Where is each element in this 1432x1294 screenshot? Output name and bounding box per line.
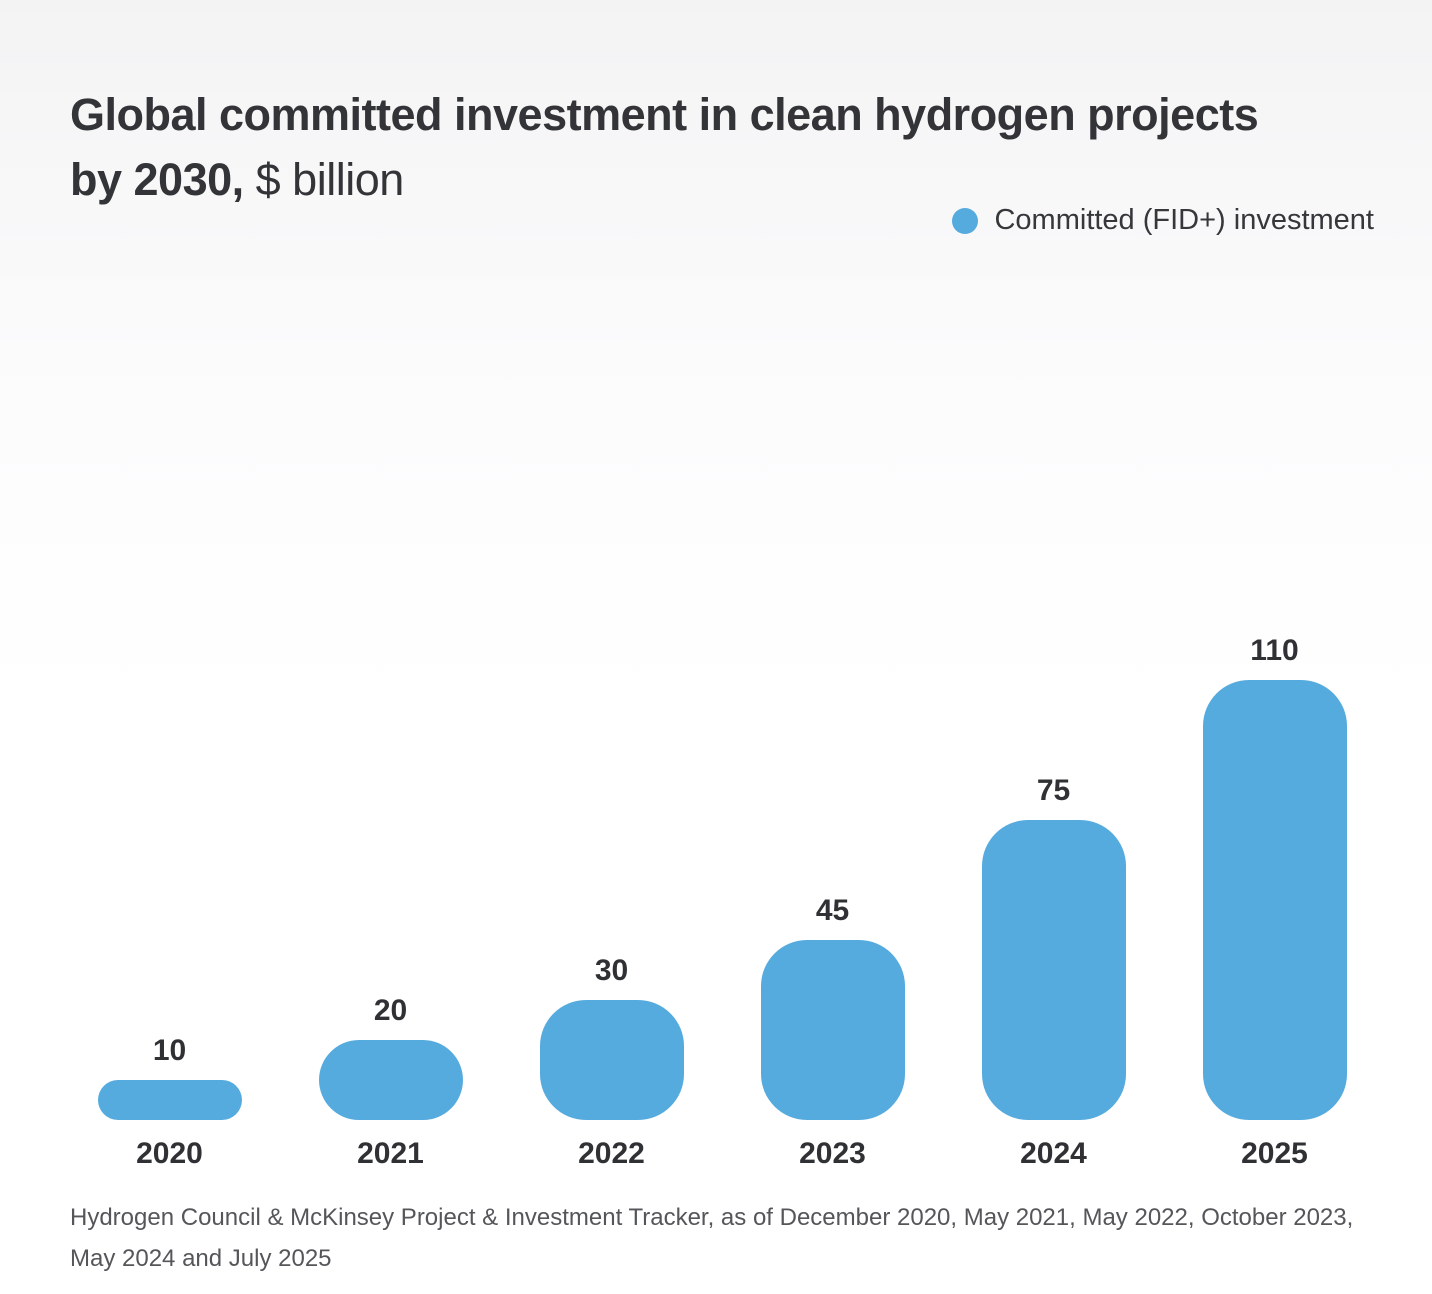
bar-column-2021: 20 xyxy=(280,996,501,1120)
chart-title-line2: by 2030, $ billion xyxy=(70,147,1380,212)
x-axis-label-2024: 2024 xyxy=(1020,1137,1087,1170)
bar-2024 xyxy=(981,820,1126,1120)
bar-value-label: 45 xyxy=(815,894,850,927)
chart-title-line2-bold: by 2030, xyxy=(70,154,244,206)
chart-title: Global committed investment in clean hyd… xyxy=(70,82,1380,212)
x-axis-label-2020: 2020 xyxy=(136,1137,203,1170)
x-axis-label-2021: 2021 xyxy=(357,1137,424,1170)
bar-value-label: 10 xyxy=(152,1034,187,1067)
legend: Committed (FID+) investment xyxy=(952,204,1374,237)
bar-value-label: 75 xyxy=(1036,774,1071,807)
bar-value-label: 20 xyxy=(373,994,408,1027)
bar-value-label: 30 xyxy=(594,954,629,987)
years-row: 2020 2021 2022 2023 2024 2025 xyxy=(59,1136,1385,1172)
bar-column-2020: 10 xyxy=(59,1036,280,1120)
bar-column-2024: 75 xyxy=(943,776,1164,1120)
chart-title-line1: Global committed investment in clean hyd… xyxy=(70,89,1259,141)
x-axis-label-2022: 2022 xyxy=(578,1137,645,1170)
x-axis-label-2025: 2025 xyxy=(1241,1137,1308,1170)
bar-column-2023: 45 xyxy=(722,896,943,1120)
chart-title-unit: $ billion xyxy=(255,154,405,206)
bar-column-2022: 30 xyxy=(501,956,722,1120)
source-note: Hydrogen Council & McKinsey Project & In… xyxy=(70,1204,1354,1272)
legend-dot-icon xyxy=(952,207,979,234)
bar-value-label: 110 xyxy=(1250,634,1299,667)
bar-2020 xyxy=(97,1080,242,1120)
bar-2022 xyxy=(539,1000,684,1120)
bars-row: 10 20 30 45 75 110 xyxy=(59,636,1385,1120)
legend-label: Committed (FID+) investment xyxy=(994,204,1374,236)
bar-column-2025: 110 xyxy=(1164,636,1385,1120)
bar-2023 xyxy=(760,940,905,1120)
bar-2021 xyxy=(318,1040,463,1120)
x-axis-label-2023: 2023 xyxy=(799,1137,866,1170)
bar-2025 xyxy=(1202,680,1347,1120)
